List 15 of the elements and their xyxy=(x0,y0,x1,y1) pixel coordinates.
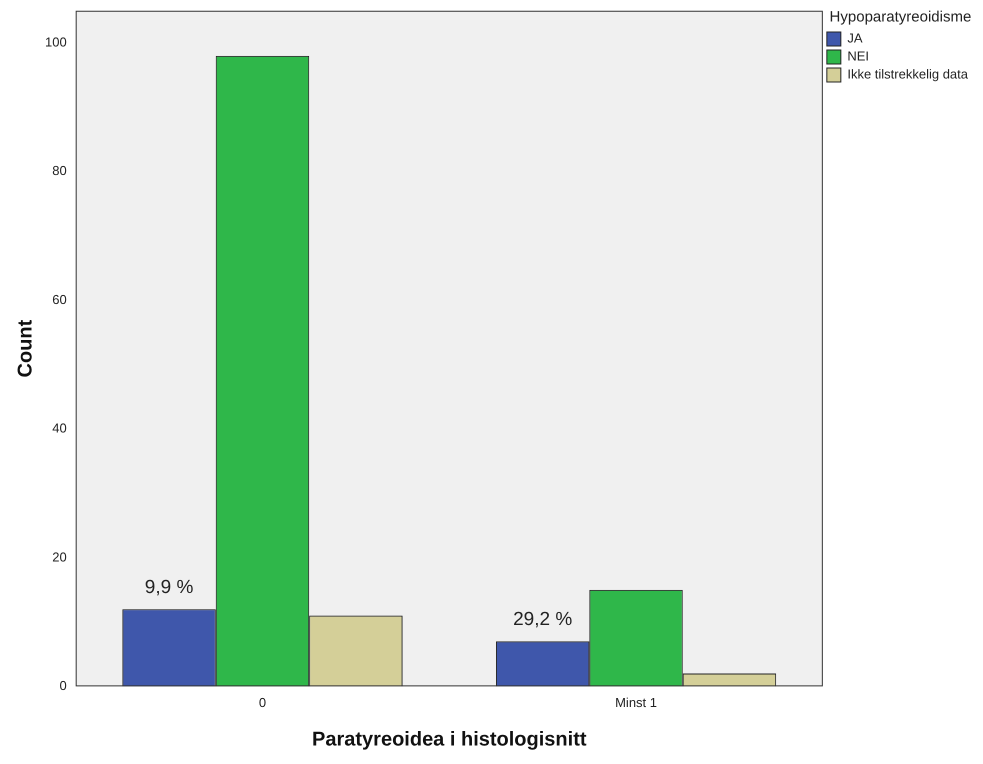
legend-label: JA xyxy=(847,30,863,46)
y-axis-title: Count xyxy=(14,319,37,378)
x-axis-title: Paratyreoidea i histologisnitt xyxy=(312,728,587,751)
legend-title: Hypoparatyreoidisme xyxy=(830,8,972,26)
annotation: 29,2 % xyxy=(513,609,572,630)
legend-label: NEI xyxy=(847,48,870,64)
x-tick-label: Minst 1 xyxy=(615,694,658,710)
y-tick-label: 100 xyxy=(44,34,67,50)
y-tick-label: 80 xyxy=(52,163,67,178)
y-tick-label: 60 xyxy=(52,292,67,307)
y-tick-label: 0 xyxy=(59,678,67,693)
y-tick-label: 40 xyxy=(52,420,67,436)
y-tick-label: 20 xyxy=(52,549,67,564)
legend-label: Ikke tilstrekkelig data xyxy=(847,66,969,82)
annotation: 9,9 % xyxy=(144,576,194,598)
